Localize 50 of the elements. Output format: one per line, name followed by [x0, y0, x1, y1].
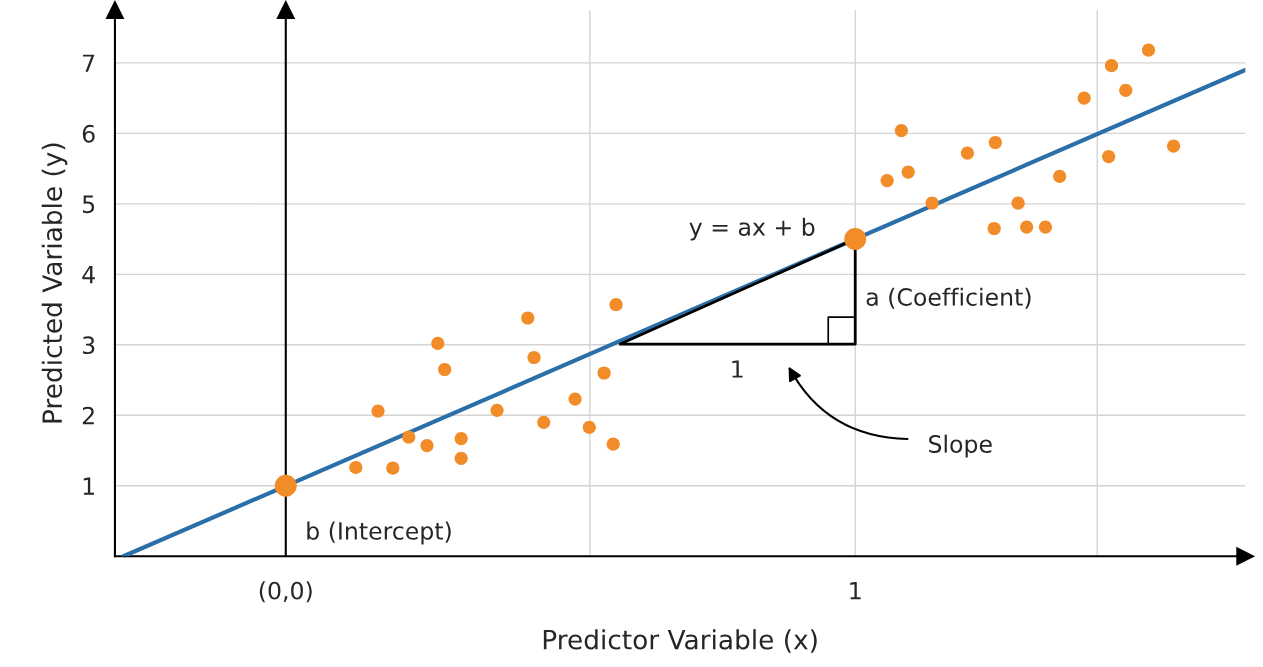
- annotation: b (Intercept): [307, 521, 451, 545]
- point: [606, 437, 620, 451]
- point: [1119, 83, 1133, 97]
- point: [880, 174, 894, 188]
- point: [527, 350, 541, 365]
- point: [537, 415, 551, 429]
- point: [894, 123, 908, 138]
- point: [420, 439, 434, 453]
- annotation: Slope: [929, 434, 992, 458]
- point: [925, 196, 939, 210]
- y-tick-label: 7: [83, 54, 95, 72]
- point: [1141, 43, 1156, 57]
- point: [490, 403, 504, 417]
- point: [386, 461, 400, 475]
- point: [349, 460, 363, 475]
- point: [609, 298, 623, 312]
- y-tick-label: 2: [82, 406, 94, 425]
- point: [454, 431, 468, 446]
- point: [1011, 196, 1025, 210]
- point: [1166, 139, 1181, 153]
- x-axis-title: Predictor Variable (x): [543, 629, 817, 653]
- y-tick-label: 6: [82, 124, 95, 143]
- point: [431, 336, 445, 350]
- point: [1020, 220, 1034, 234]
- y-axis-title: Predicted Variable (y): [41, 143, 68, 423]
- point: [597, 366, 611, 380]
- point: [371, 404, 385, 418]
- point: [438, 362, 452, 377]
- point: [1053, 169, 1067, 183]
- point: [901, 165, 915, 179]
- y-tick-label: 1: [83, 477, 94, 495]
- annotation: 1: [732, 360, 743, 378]
- point: [454, 451, 468, 465]
- point: [582, 420, 596, 434]
- y-tick-label: 5: [82, 195, 95, 214]
- point: [1102, 150, 1116, 164]
- point: [521, 311, 535, 325]
- annotation: a (Coefficient): [866, 287, 1031, 309]
- annotation: y = ax + b: [689, 217, 815, 241]
- point: [568, 392, 582, 406]
- point: [1038, 220, 1053, 234]
- point: [1104, 59, 1119, 73]
- y-tick-label: 3: [82, 336, 95, 355]
- x-tick-label: (0,0): [259, 581, 312, 603]
- point: [960, 146, 975, 160]
- point: [1077, 91, 1091, 105]
- point: [988, 135, 1002, 150]
- y-tick-label: 4: [82, 266, 95, 284]
- point: [402, 430, 416, 444]
- point: [987, 221, 1001, 236]
